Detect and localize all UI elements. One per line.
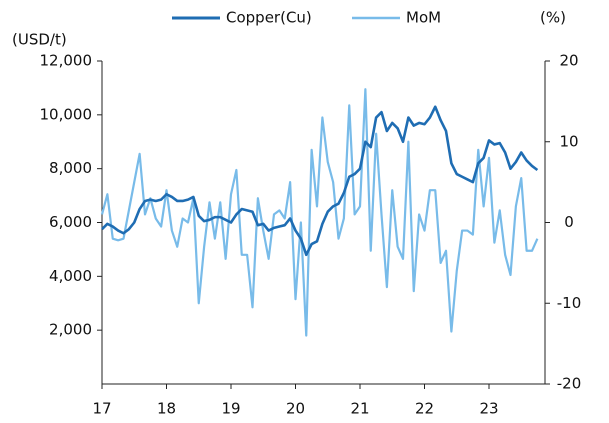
y2-tick-label: 20	[559, 52, 578, 70]
series-line	[100, 88, 539, 337]
y2-tick-label: -20	[557, 375, 582, 393]
y-tick-label: 4,000	[49, 267, 92, 285]
y2-tick-label: 10	[559, 132, 578, 150]
y-tick-label: 6,000	[49, 213, 92, 231]
x-tick-label: 23	[479, 400, 498, 418]
legend-label: Copper(Cu)	[226, 9, 312, 27]
y-tick-label: 10,000	[40, 105, 93, 123]
y-tick-label: 8,000	[49, 159, 92, 177]
y2-tick-label: -10	[557, 294, 582, 312]
x-tick-label: 20	[286, 400, 305, 418]
y-tick-label: 2,000	[49, 321, 92, 339]
y-tick-label: 12,000	[40, 52, 93, 70]
y-axis-label: (USD/t)	[12, 31, 67, 49]
x-tick-label: 19	[221, 400, 240, 418]
x-tick-label: 17	[92, 400, 111, 418]
y2-axis-label: (%)	[540, 9, 566, 27]
series-line	[101, 105, 539, 257]
legend-label: MoM	[406, 9, 441, 27]
x-tick-label: 21	[350, 400, 369, 418]
x-tick-label: 22	[415, 400, 434, 418]
y2-tick-label: 0	[564, 213, 574, 231]
x-tick-label: 18	[157, 400, 176, 418]
